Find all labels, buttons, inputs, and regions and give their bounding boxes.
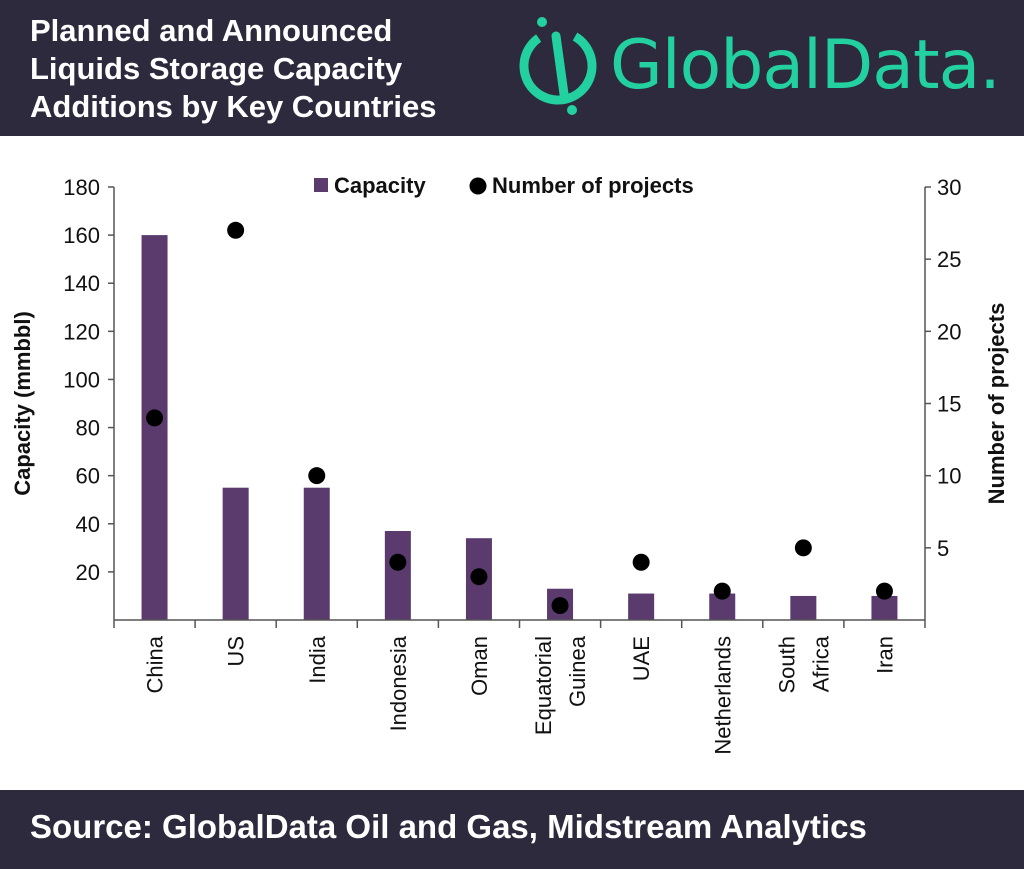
right-tick-label: 30 (937, 175, 961, 200)
bar-iran (871, 595, 898, 620)
x-tick-label: Indonesia (386, 635, 411, 731)
x-tick-label: US (224, 636, 249, 667)
title-line-2: Liquids Storage Capacity (30, 51, 403, 86)
source-note: Source: GlobalData Oil and Gas, Midstrea… (30, 808, 867, 845)
bar-south-africa (790, 595, 817, 620)
bar-us (222, 487, 249, 620)
point-indonesia (389, 553, 407, 571)
x-tick-label: South (774, 636, 799, 694)
logo-wordmark: GlobalData. (610, 26, 1001, 105)
point-uae (632, 553, 650, 571)
point-netherlands (713, 582, 731, 600)
right-tick-label: 5 (937, 536, 949, 561)
left-tick-label: 140 (63, 271, 100, 296)
point-south-africa (794, 539, 812, 557)
legend-projects-label: Number of projects (492, 173, 694, 198)
x-tick-label: Guinea (565, 635, 590, 707)
footer-banner: Source: GlobalData Oil and Gas, Midstrea… (0, 790, 1024, 869)
y2-axis-title: Number of projects (984, 303, 1009, 505)
bar-china (141, 235, 168, 620)
bar-indonesia (384, 530, 411, 620)
point-oman (470, 568, 488, 586)
header-banner: Planned and Announced Liquids Storage Ca… (0, 0, 1024, 136)
left-tick-label: 120 (63, 319, 100, 344)
x-tick-label: Africa (808, 635, 833, 692)
left-tick-label: 180 (63, 175, 100, 200)
x-tick-label: Equatorial (531, 636, 556, 735)
x-tick-label: India (305, 635, 330, 683)
point-india (308, 467, 326, 485)
right-tick-label: 20 (937, 319, 961, 344)
point-equatorial-guinea (551, 597, 569, 615)
right-tick-label: 15 (937, 392, 961, 417)
title-line-1: Planned and Announced (30, 13, 393, 48)
x-tick-label: Oman (467, 636, 492, 696)
right-tick-label: 10 (937, 464, 961, 489)
x-tick-label: Netherlands (710, 636, 735, 755)
x-tick-label: China (143, 635, 168, 693)
point-china (146, 409, 164, 427)
left-tick-label: 160 (63, 223, 100, 248)
left-tick-label: 80 (76, 416, 100, 441)
chart-area: 20 40 60 80 100 120 140 160 180 5 10 15 20 25 30 China U… (10, 173, 1009, 755)
right-tick-label: 25 (937, 247, 961, 272)
legend-capacity-swatch (314, 178, 328, 192)
left-tick-label: 60 (76, 464, 100, 489)
left-tick-label: 40 (76, 512, 100, 537)
left-tick-label: 100 (63, 367, 100, 392)
bar-uae (628, 593, 655, 620)
point-us (227, 221, 245, 239)
globaldata-logo: GlobalData. (512, 14, 1012, 122)
legend-capacity-label: Capacity (334, 173, 426, 198)
x-tick-label: Iran (872, 636, 897, 674)
left-tick-label: 20 (76, 560, 100, 585)
chart-title: Planned and Announced Liquids Storage Ca… (30, 12, 500, 126)
logo-mark-icon (519, 17, 597, 115)
x-tick-label: UAE (629, 636, 654, 681)
legend-projects-marker (469, 177, 487, 195)
title-line-3: Additions by Key Countries (30, 89, 437, 124)
y-axis-title: Capacity (mmbbl) (10, 311, 35, 496)
point-iran (875, 582, 893, 600)
bar-india (303, 487, 330, 620)
